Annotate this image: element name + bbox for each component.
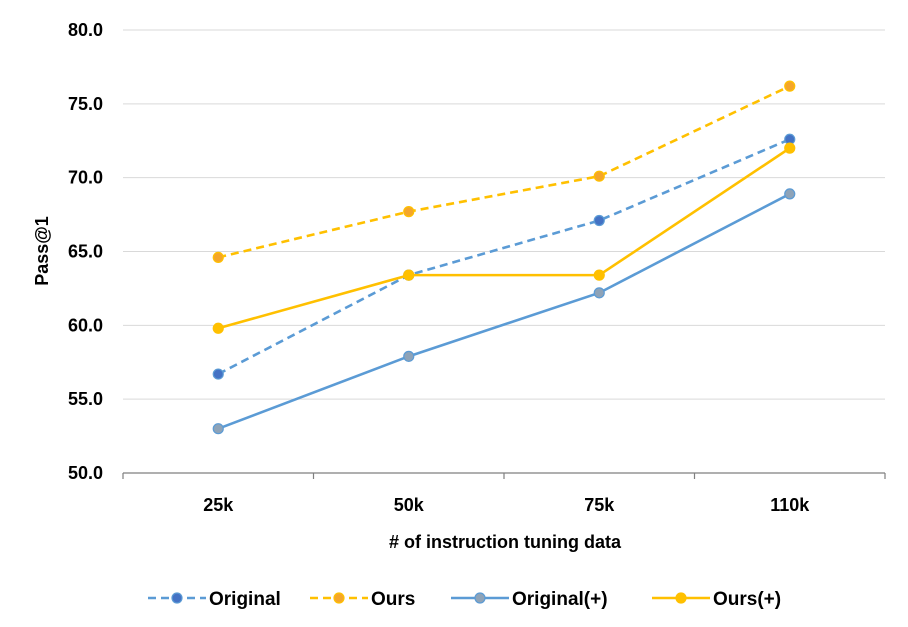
legend-marker [171, 592, 183, 604]
series-line [217, 192, 791, 430]
data-point [212, 423, 224, 435]
data-point [784, 80, 796, 92]
legend-label: Ours(+) [713, 589, 781, 610]
y-tick-labels: 50.0 55.0 60.0 65.0 70.0 75.0 80.0 [68, 20, 103, 483]
data-point [593, 170, 605, 182]
series-lines [212, 80, 796, 435]
data-point [784, 142, 796, 154]
series-line [217, 84, 791, 259]
data-point [784, 188, 796, 200]
y-tick-label: 80.0 [68, 20, 103, 40]
data-point [593, 214, 605, 227]
gridlines [122, 29, 886, 479]
x-tick-label: 50k [394, 495, 425, 515]
data-point [593, 287, 605, 299]
legend-label: Original(+) [512, 589, 608, 610]
data-point [593, 269, 605, 281]
legend: Original Ours Original(+) Ours(+) [148, 589, 781, 610]
legend-marker [474, 592, 486, 604]
x-tick-label: 75k [584, 495, 615, 515]
legend-marker [333, 592, 345, 604]
legend-label: Ours [371, 589, 415, 610]
y-tick-label: 50.0 [68, 463, 103, 483]
y-axis-label: Pass@1 [32, 216, 52, 286]
series-line [217, 138, 791, 376]
x-tick-labels: 25k 50k 75k 110k [203, 495, 810, 515]
x-axis-label: # of instruction tuning data [389, 532, 622, 552]
data-point [212, 251, 224, 264]
x-tick-label: 110k [770, 495, 810, 515]
series-line [217, 147, 791, 330]
data-point [403, 206, 415, 218]
data-point [403, 350, 415, 362]
data-point [212, 322, 224, 334]
y-tick-label: 65.0 [68, 242, 103, 262]
y-tick-label: 60.0 [68, 315, 103, 335]
x-tick-label: 25k [203, 495, 234, 515]
legend-marker [675, 592, 687, 604]
y-tick-label: 55.0 [68, 389, 103, 409]
data-point [212, 368, 224, 380]
y-tick-label: 70.0 [68, 168, 103, 188]
y-tick-label: 75.0 [68, 94, 103, 114]
data-point [403, 269, 415, 281]
legend-label: Original [209, 589, 281, 610]
